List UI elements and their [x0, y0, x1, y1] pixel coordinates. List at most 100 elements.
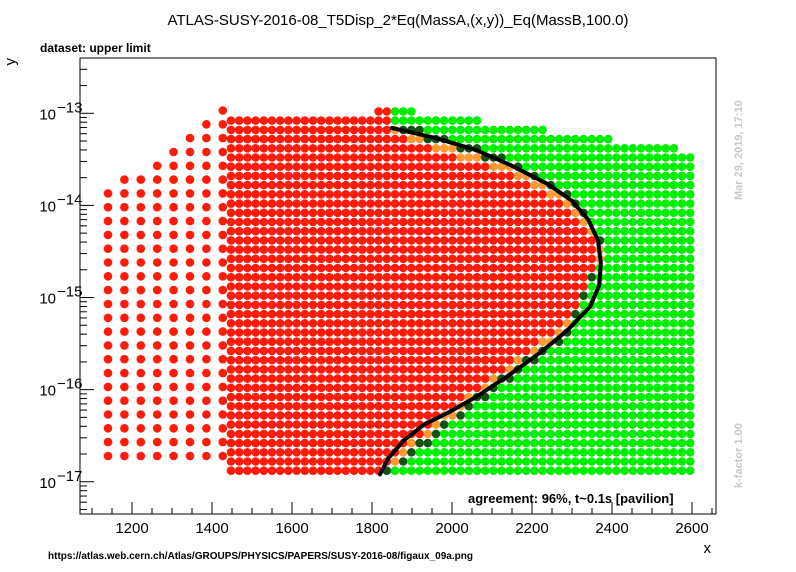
excluded-point: [489, 226, 498, 236]
excluded-point: [366, 328, 375, 337]
excluded-point: [357, 466, 367, 476]
excluded-point: [202, 230, 211, 240]
excluded-point: [505, 300, 515, 310]
excluded-point: [357, 337, 367, 347]
excluded-point: [349, 144, 359, 153]
allowed-point: [677, 190, 687, 199]
excluded-point: [374, 383, 383, 393]
excluded-point: [251, 190, 260, 199]
allowed-point: [636, 153, 646, 162]
allowed-point: [677, 309, 687, 319]
excluded-point: [472, 199, 482, 208]
excluded-point: [423, 263, 433, 273]
allowed-point: [456, 116, 465, 125]
allowed-point: [415, 466, 424, 476]
excluded-point: [357, 365, 367, 374]
excluded-point: [251, 226, 260, 236]
allowed-point: [579, 466, 588, 476]
allowed-point: [579, 162, 588, 171]
excluded-point: [382, 236, 392, 245]
excluded-point: [472, 346, 482, 356]
excluded-point: [366, 346, 375, 356]
allowed-point: [653, 374, 662, 383]
excluded-point: [341, 153, 351, 162]
excluded-point: [546, 190, 556, 199]
allowed-point: [669, 153, 679, 162]
excluded-point: [456, 217, 465, 227]
excluded-point: [300, 291, 310, 301]
allowed-point: [669, 245, 679, 254]
excluded-point: [267, 171, 277, 181]
allowed-point: [636, 254, 646, 264]
excluded-point: [497, 319, 506, 328]
excluded-point: [234, 245, 244, 254]
allowed-point: [620, 365, 629, 374]
excluded-point: [333, 346, 342, 356]
allowed-point: [562, 429, 572, 439]
excluded-point: [120, 410, 129, 419]
allowed-point: [407, 107, 416, 116]
allowed-point: [390, 116, 400, 125]
allowed-point: [661, 319, 670, 328]
excluded-point: [316, 171, 326, 181]
allowed-point: [595, 208, 605, 218]
excluded-point: [292, 199, 301, 208]
excluded-point: [562, 319, 572, 328]
excluded-point: [333, 180, 342, 190]
excluded-point: [390, 254, 400, 264]
excluded-point: [284, 236, 293, 245]
allowed-point: [521, 411, 531, 420]
allowed-point: [398, 466, 408, 476]
excluded-point: [234, 153, 244, 162]
excluded-point: [234, 337, 244, 347]
allowed-point: [661, 411, 670, 420]
excluded-point: [259, 162, 269, 171]
allowed-point: [538, 438, 547, 448]
excluded-point: [448, 300, 457, 310]
excluded-point: [513, 190, 523, 199]
excluded-point: [341, 254, 351, 264]
excluded-point: [251, 411, 260, 420]
excluded-point: [341, 337, 351, 347]
excluded-point: [382, 263, 392, 273]
excluded-point: [103, 451, 113, 461]
excluded-point: [456, 328, 465, 337]
excluded-point: [464, 355, 474, 365]
excluded-point: [300, 438, 310, 448]
allowed-point: [653, 319, 662, 328]
allowed-point: [644, 457, 654, 466]
excluded-point: [185, 327, 195, 336]
excluded-point: [439, 190, 449, 199]
allowed-point: [685, 199, 695, 208]
allowed-point: [677, 199, 687, 208]
excluded-point: [226, 190, 236, 199]
excluded-point: [349, 134, 359, 144]
excluded-point: [415, 190, 424, 199]
excluded-point: [152, 368, 162, 378]
excluded-point: [546, 236, 556, 245]
allowed-point: [579, 199, 588, 208]
excluded-point: [292, 190, 301, 199]
excluded-point: [423, 337, 433, 347]
excluded-point: [103, 424, 113, 433]
allowed-point: [521, 134, 531, 144]
allowed-point: [579, 429, 588, 439]
excluded-point: [308, 337, 318, 347]
excluded-point: [357, 392, 367, 402]
allowed-point: [587, 448, 597, 457]
excluded-point: [448, 374, 457, 383]
excluded-point: [390, 374, 400, 383]
excluded-point: [234, 374, 244, 383]
excluded-point: [341, 245, 351, 254]
excluded-point: [152, 341, 162, 350]
excluded-point: [316, 217, 326, 227]
excluded-point: [284, 291, 293, 301]
excluded-point: [349, 190, 359, 199]
excluded-point: [259, 392, 269, 402]
allowed-point: [620, 319, 629, 328]
excluded-point: [431, 365, 441, 374]
excluded-point: [308, 383, 318, 393]
allowed-point: [661, 144, 670, 153]
excluded-point: [325, 217, 334, 227]
allowed-point: [636, 199, 646, 208]
